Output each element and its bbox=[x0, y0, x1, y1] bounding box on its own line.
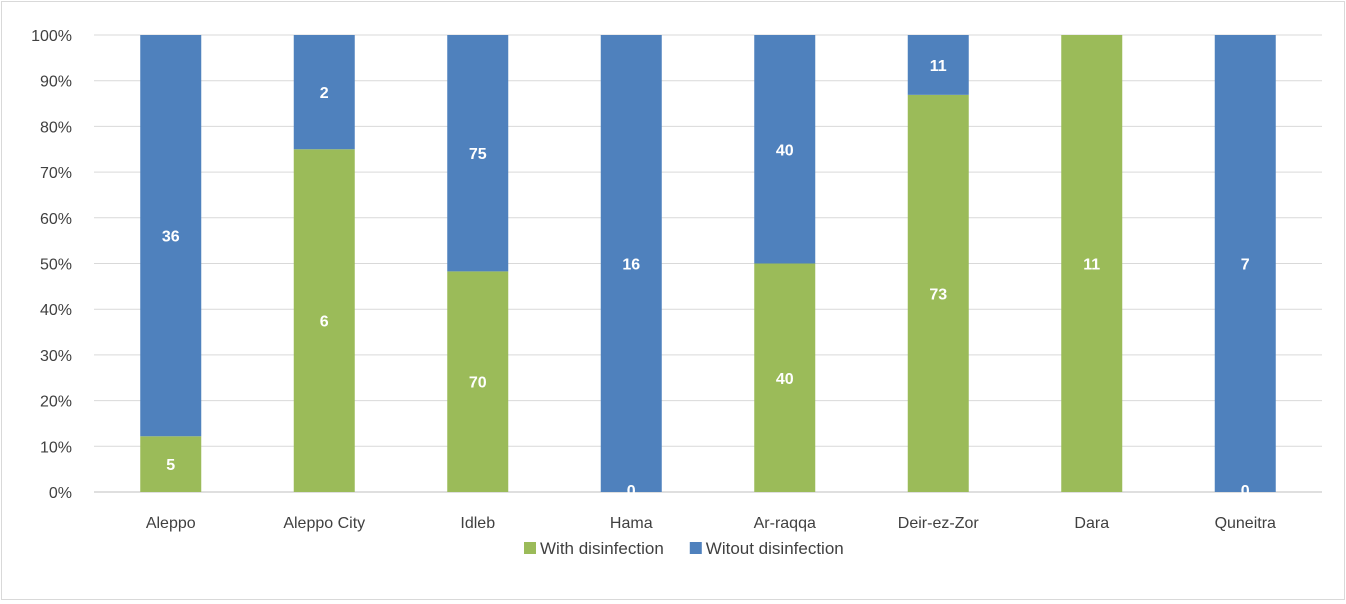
legend-label: Witout disinfection bbox=[706, 539, 844, 558]
x-tick-label: Idleb bbox=[460, 515, 495, 532]
y-tick-label: 70% bbox=[40, 165, 72, 182]
bar-segment bbox=[907, 94, 969, 492]
bar-segment bbox=[1061, 35, 1123, 492]
data-label: 16 bbox=[622, 257, 640, 274]
data-label: 73 bbox=[929, 286, 947, 303]
y-tick-label: 60% bbox=[40, 211, 72, 228]
y-tick-label: 10% bbox=[40, 439, 72, 456]
data-label: 0 bbox=[627, 483, 636, 500]
data-label: 2 bbox=[320, 85, 329, 102]
bar-segment bbox=[600, 35, 662, 492]
data-label: 6 bbox=[320, 314, 329, 331]
bar-segment bbox=[754, 263, 816, 492]
x-tick-label: Quneitra bbox=[1215, 515, 1276, 532]
legend-swatch bbox=[689, 542, 702, 554]
bar-segment bbox=[447, 271, 509, 492]
data-label: 0 bbox=[1241, 483, 1250, 500]
legend: With disinfection Witout disinfection bbox=[524, 539, 844, 558]
y-tick-label: 20% bbox=[40, 394, 72, 411]
bar-segment bbox=[907, 35, 969, 95]
data-labels: 5 36 6 2 70 75 0 16 40 40 73 11 11 0 7 bbox=[162, 58, 1250, 500]
bars bbox=[140, 35, 1276, 492]
y-tick-label: 30% bbox=[40, 348, 72, 365]
data-label: 75 bbox=[469, 146, 487, 163]
y-tick-label: 90% bbox=[40, 74, 72, 91]
data-label: 40 bbox=[776, 371, 794, 388]
legend-label: With disinfection bbox=[540, 539, 664, 558]
data-label: 7 bbox=[1241, 257, 1250, 274]
y-tick-label: 100% bbox=[31, 28, 72, 45]
bar-segment bbox=[754, 35, 816, 264]
x-tick-label: Aleppo bbox=[146, 515, 196, 532]
bar-segment bbox=[447, 35, 509, 272]
x-tick-label: Dara bbox=[1074, 515, 1109, 532]
data-label: 36 bbox=[162, 229, 180, 246]
gridlines bbox=[94, 34, 1322, 493]
bar-segment bbox=[140, 35, 202, 437]
y-axis-tick-labels: 0% 10% 20% 30% 40% 50% 60% 70% 80% 90% 100% bbox=[31, 28, 72, 502]
x-tick-label: Hama bbox=[610, 515, 653, 532]
data-label: 70 bbox=[469, 375, 487, 392]
x-tick-label: Deir-ez-Zor bbox=[898, 515, 980, 532]
y-tick-label: 50% bbox=[40, 257, 72, 274]
data-label: 5 bbox=[166, 457, 175, 474]
bar-segment bbox=[293, 149, 355, 492]
y-tick-label: 80% bbox=[40, 119, 72, 136]
legend-swatch bbox=[524, 542, 536, 554]
data-label: 11 bbox=[1083, 257, 1100, 274]
bar-segment bbox=[293, 35, 355, 150]
data-label: 40 bbox=[776, 142, 794, 159]
y-tick-label: 0% bbox=[49, 485, 72, 502]
data-label: 11 bbox=[930, 58, 947, 75]
bar-segment bbox=[140, 436, 202, 492]
x-tick-label: Aleppo City bbox=[283, 515, 365, 532]
bar-segment bbox=[1214, 35, 1276, 492]
x-tick-label: Ar-raqqa bbox=[754, 515, 816, 532]
x-axis-tick-labels: Aleppo Aleppo City Idleb Hama Ar-raqqa Deir-e… bbox=[146, 515, 1276, 532]
y-tick-label: 40% bbox=[40, 302, 72, 319]
